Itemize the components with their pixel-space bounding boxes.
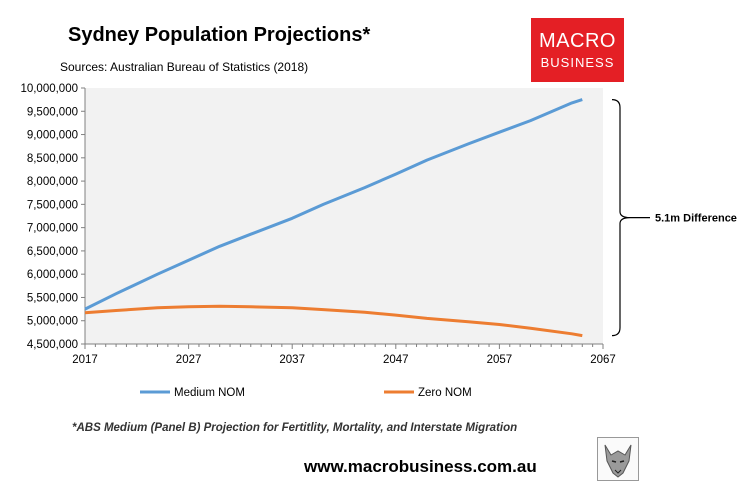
series-lines: [84, 98, 583, 338]
x-tick-label: 2057: [487, 354, 513, 366]
y-axis: 10,000,000 9,500,000 9,000,000 8,500,000 8,0…: [20, 83, 86, 351]
footnote: *ABS Medium (Panel B) Projection for Fer…: [72, 422, 518, 434]
brace-path: [611, 99, 631, 337]
logo-line-1: MACRO: [539, 30, 616, 52]
x-tick-label: 2037: [279, 354, 305, 366]
chart-title: Sydney Population Projections*: [68, 24, 371, 46]
x-tick-label: 2027: [176, 354, 202, 366]
macrobusiness-logo: MACRO BUSINESS: [531, 18, 624, 82]
website-link[interactable]: www.macrobusiness.com.au: [304, 457, 537, 476]
wolf-icon: [597, 437, 639, 481]
legend-label-1: Zero NOM: [418, 387, 472, 399]
y-tick-label: 10,000,000: [20, 83, 78, 95]
chart-source: Sources: Australian Bureau of Statistics…: [60, 60, 309, 74]
x-axis: 2017 2027 2037 2047 2057 2067: [72, 343, 616, 366]
y-tick-label: 7,000,000: [27, 223, 78, 235]
y-tick-label: 7,500,000: [27, 199, 78, 211]
y-tick-label: 5,500,000: [27, 292, 78, 304]
legend-label-0: Medium NOM: [174, 387, 245, 399]
legend: Medium NOM Zero NOM: [140, 387, 472, 399]
y-tick-label: 6,500,000: [27, 246, 78, 258]
plot-area: [85, 88, 603, 344]
series-line-0: [84, 98, 583, 311]
x-tick-label: 2067: [590, 354, 616, 366]
y-tick-label: 6,000,000: [27, 269, 78, 281]
difference-annotation: 5.1m Difference: [655, 213, 737, 225]
difference-brace: 5.1m Difference: [611, 99, 737, 337]
x-tick-label: 2047: [383, 354, 409, 366]
y-tick-label: 9,500,000: [27, 106, 78, 118]
y-tick-label: 9,000,000: [27, 130, 78, 142]
y-tick-label: 5,000,000: [27, 316, 78, 328]
y-tick-label: 8,500,000: [27, 153, 78, 165]
line-chart: 10,000,000 9,500,000 9,000,000 8,500,000 8,0…: [20, 83, 737, 399]
x-tick-label: 2017: [72, 354, 98, 366]
series-line-1: [84, 304, 583, 338]
y-tick-label: 8,000,000: [27, 176, 78, 188]
y-tick-label: 4,500,000: [27, 339, 78, 351]
logo-line-2: BUSINESS: [540, 55, 615, 70]
